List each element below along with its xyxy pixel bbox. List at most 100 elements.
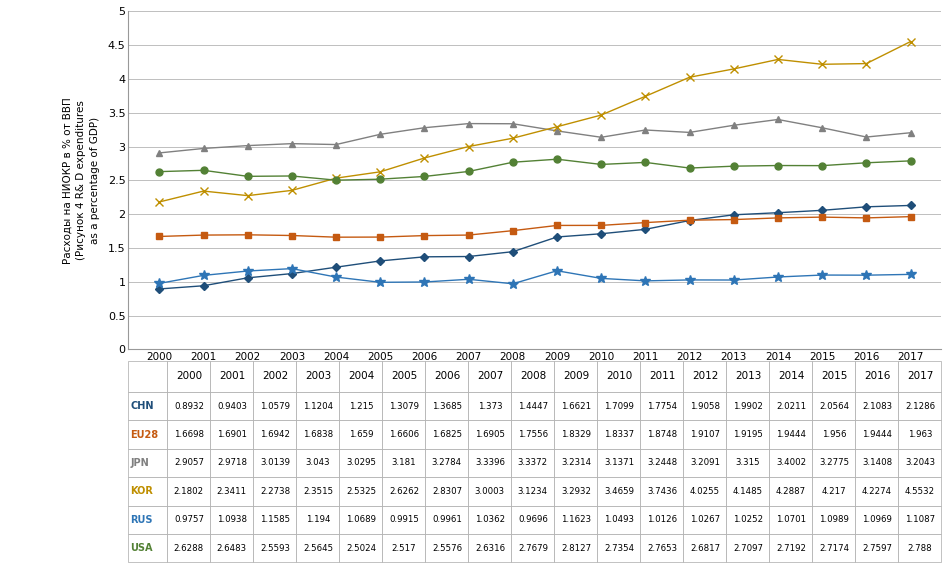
JPN — [154, 149, 165, 156]
KOR — [375, 168, 386, 175]
RUS — [418, 278, 430, 285]
EU28 — [286, 232, 298, 239]
EU28 — [817, 214, 828, 220]
EU28 — [552, 222, 563, 229]
CHN — [375, 257, 386, 264]
JPN — [552, 127, 563, 134]
CHN — [904, 202, 916, 209]
USA — [198, 167, 209, 174]
USA — [463, 168, 475, 175]
CHN — [242, 274, 253, 281]
CHN — [684, 217, 695, 224]
EU28 — [375, 233, 386, 240]
EU28 — [463, 232, 475, 239]
KOR — [817, 61, 828, 68]
Line: KOR: KOR — [155, 37, 915, 206]
KOR — [728, 65, 740, 72]
USA — [375, 176, 386, 182]
KOR — [286, 187, 298, 194]
JPN — [817, 124, 828, 131]
RUS — [861, 272, 872, 278]
RUS — [286, 265, 298, 272]
KOR — [198, 187, 209, 194]
EU28 — [507, 227, 518, 234]
EU28 — [242, 231, 253, 238]
Line: JPN: JPN — [156, 116, 914, 156]
RUS — [242, 268, 253, 274]
KOR — [640, 93, 651, 100]
USA — [242, 173, 253, 179]
KOR — [242, 192, 253, 199]
RUS — [463, 276, 475, 283]
JPN — [684, 129, 695, 136]
KOR — [904, 38, 916, 45]
KOR — [507, 135, 518, 141]
USA — [418, 173, 430, 180]
JPN — [330, 141, 341, 148]
JPN — [198, 145, 209, 152]
Line: RUS: RUS — [154, 264, 916, 289]
USA — [595, 161, 607, 168]
JPN — [375, 131, 386, 137]
KOR — [772, 56, 784, 63]
RUS — [198, 272, 209, 279]
CHN — [286, 270, 298, 277]
CHN — [154, 286, 165, 293]
Line: CHN: CHN — [157, 203, 913, 292]
USA — [904, 157, 916, 164]
EU28 — [728, 216, 740, 223]
EU28 — [640, 219, 651, 226]
CHN — [728, 211, 740, 218]
RUS — [595, 275, 607, 282]
EU28 — [154, 233, 165, 240]
RUS — [507, 281, 518, 287]
USA — [817, 162, 828, 169]
RUS — [154, 280, 165, 287]
CHN — [463, 253, 475, 260]
USA — [772, 162, 784, 169]
KOR — [595, 112, 607, 119]
JPN — [728, 122, 740, 129]
RUS — [375, 279, 386, 286]
CHN — [198, 282, 209, 289]
CHN — [772, 209, 784, 216]
KOR — [861, 60, 872, 67]
CHN — [552, 233, 563, 240]
CHN — [595, 231, 607, 237]
USA — [330, 177, 341, 183]
USA — [861, 160, 872, 166]
RUS — [330, 274, 341, 281]
Y-axis label: Расходы на НИОКР в % от ВВП
(Рисунок 4 R& D expenditures
as a percentage of GDP): Расходы на НИОКР в % от ВВП (Рисунок 4 R… — [63, 97, 100, 264]
RUS — [817, 272, 828, 278]
EU28 — [595, 222, 607, 229]
JPN — [904, 130, 916, 136]
EU28 — [330, 234, 341, 241]
KOR — [463, 143, 475, 150]
USA — [684, 165, 695, 172]
JPN — [640, 127, 651, 133]
USA — [640, 159, 651, 166]
RUS — [640, 278, 651, 285]
RUS — [728, 277, 740, 283]
CHN — [418, 253, 430, 260]
Line: EU28: EU28 — [157, 214, 913, 240]
EU28 — [904, 213, 916, 220]
KOR — [154, 199, 165, 206]
RUS — [772, 274, 784, 281]
JPN — [507, 120, 518, 127]
CHN — [330, 264, 341, 270]
JPN — [286, 140, 298, 147]
EU28 — [861, 215, 872, 222]
USA — [552, 156, 563, 162]
USA — [507, 159, 518, 166]
RUS — [552, 268, 563, 274]
EU28 — [418, 232, 430, 239]
EU28 — [684, 217, 695, 224]
KOR — [552, 123, 563, 130]
CHN — [507, 248, 518, 255]
KOR — [330, 175, 341, 182]
CHN — [817, 207, 828, 214]
Line: USA: USA — [156, 156, 914, 183]
KOR — [418, 154, 430, 161]
JPN — [772, 116, 784, 123]
